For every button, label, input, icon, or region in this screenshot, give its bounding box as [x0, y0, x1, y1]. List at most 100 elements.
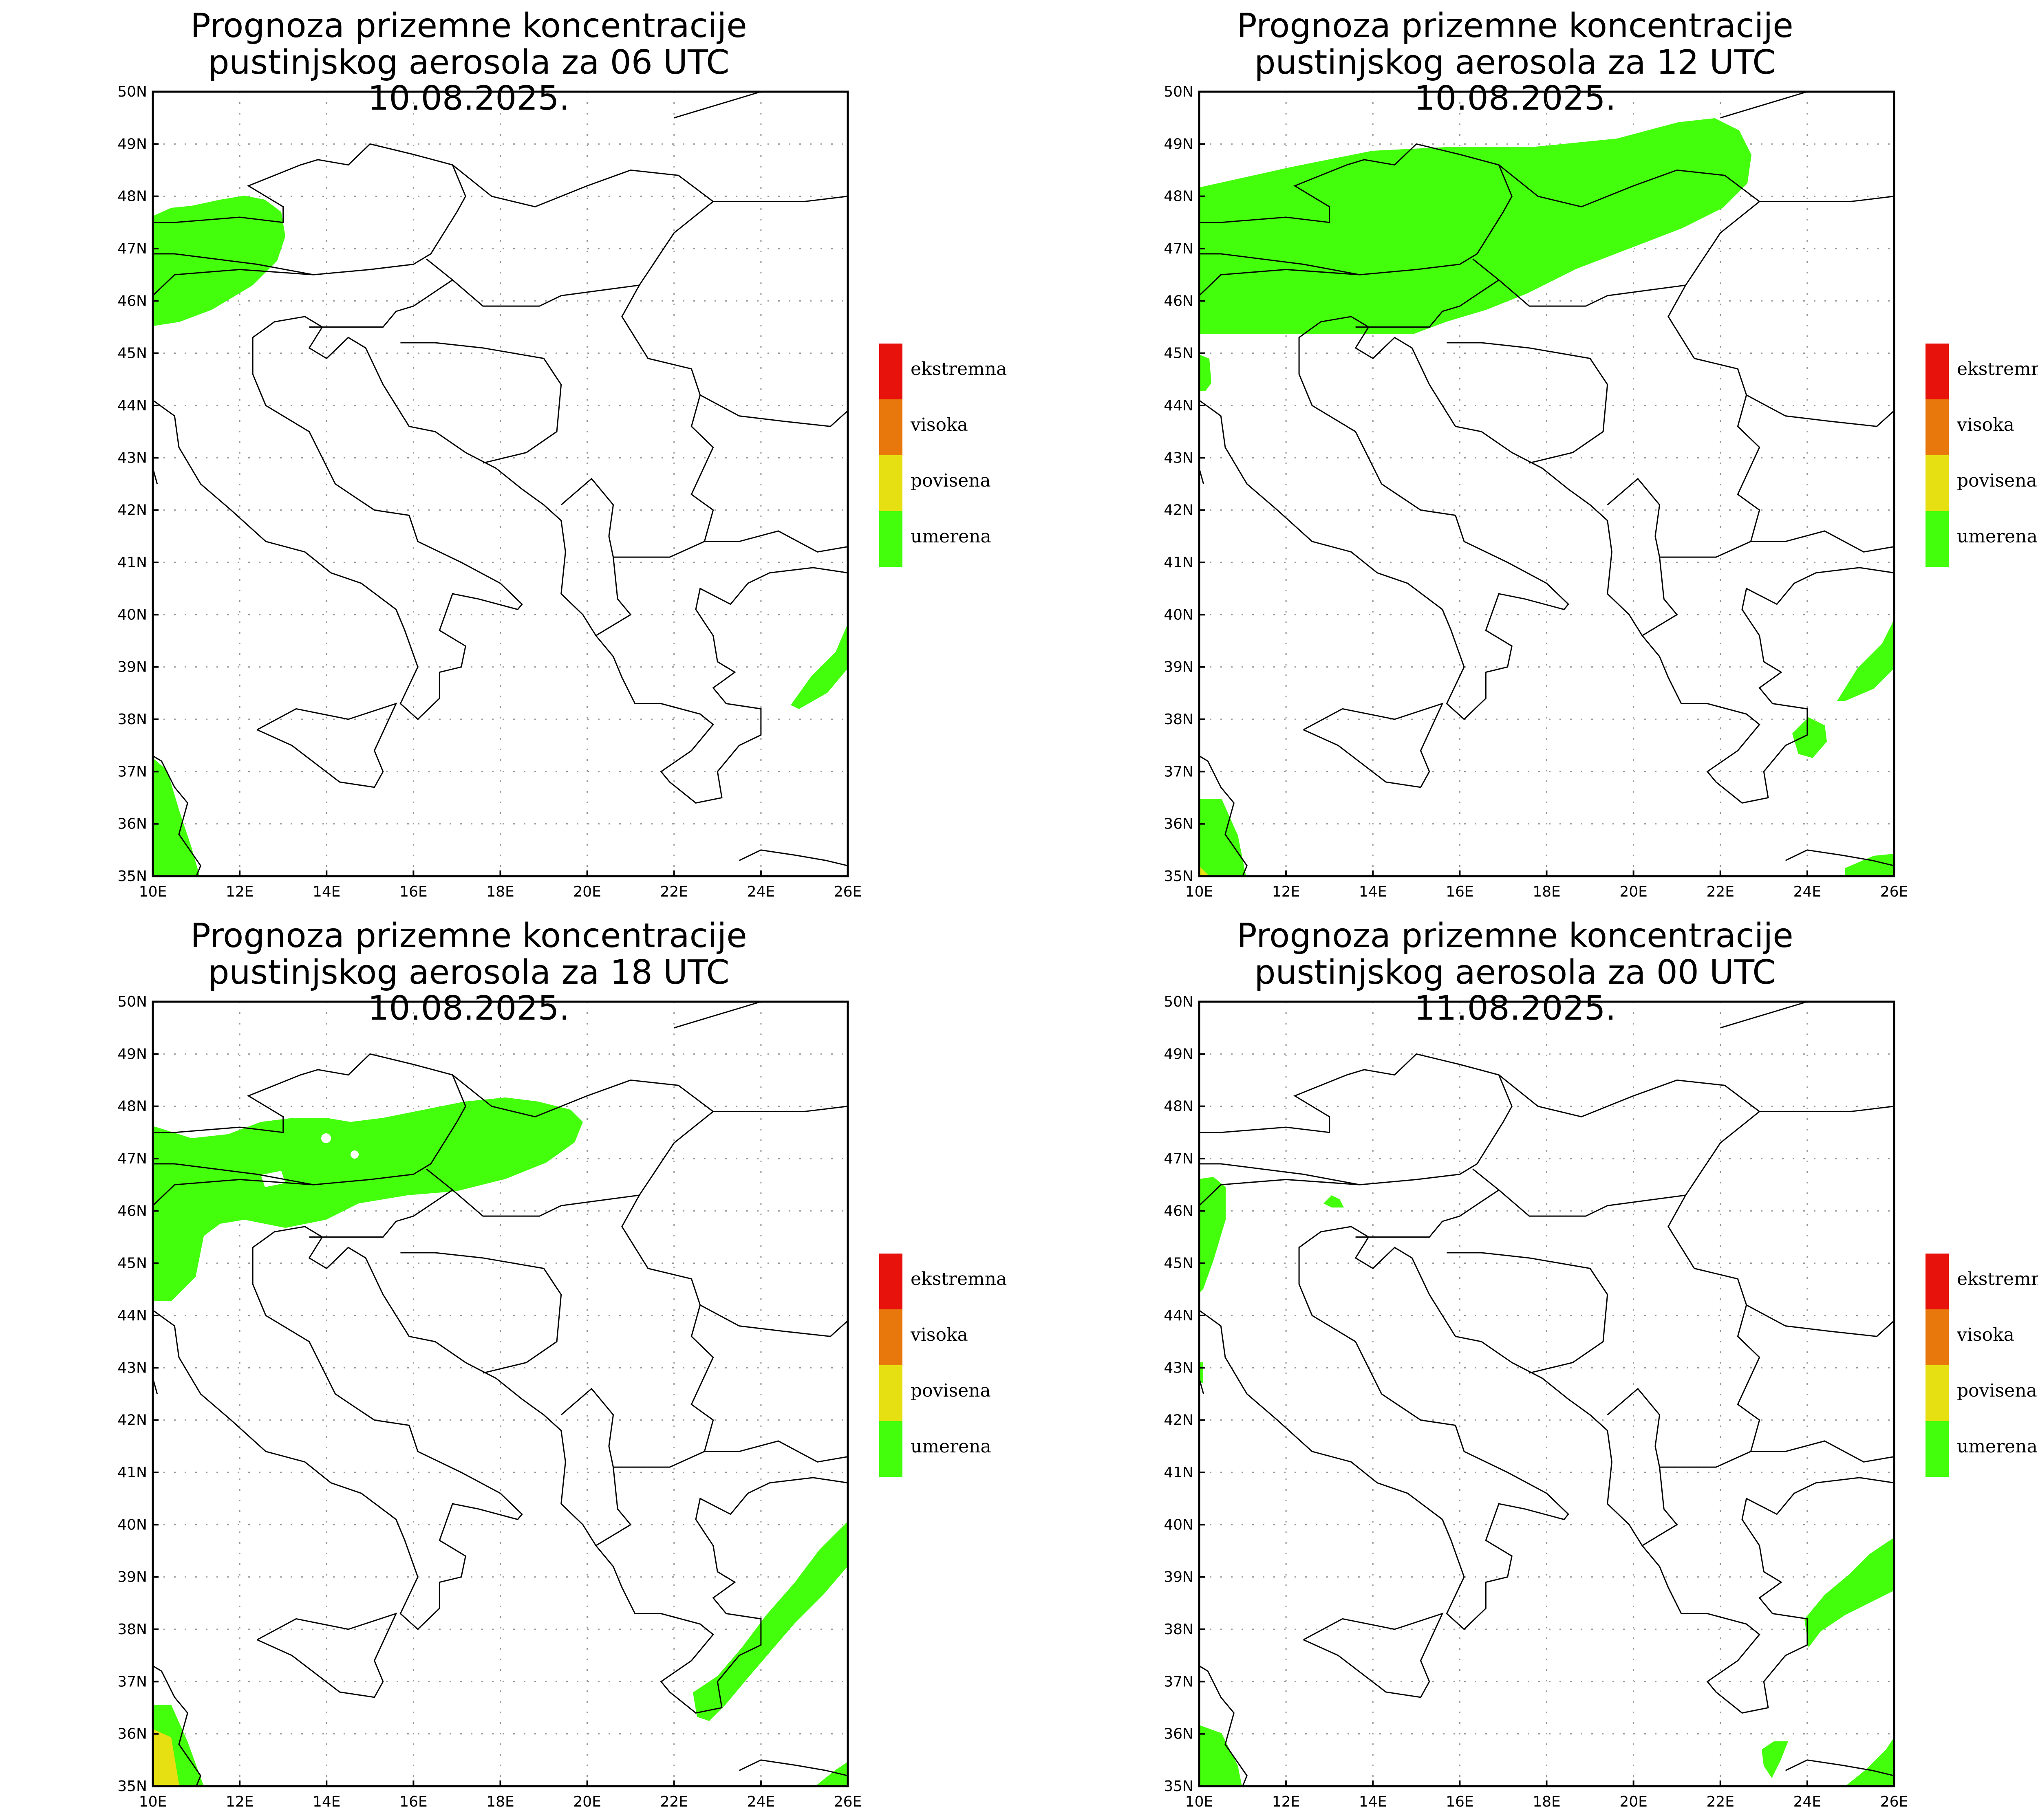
coastline-segment: [309, 1189, 453, 1238]
axis-labels: 50N 49N 48N 47N 46N 45N 44N 43N 42N 41N 40N 39N 38N 3…: [117, 994, 862, 1810]
legend-label: visoka: [1956, 1324, 2014, 1345]
lat-tick-label: 50N: [117, 84, 147, 100]
legend-label: ekstremna: [1957, 1269, 2038, 1289]
map-frame: 50N 49N 48N 47N 46N 45N 44N 43N 42N 41N 40N 39N 38N 3…: [1164, 84, 2038, 900]
lat-tick-label: 44N: [1164, 397, 1193, 414]
coastline-segment: [153, 143, 466, 275]
dust-areas: [1199, 118, 1894, 876]
coastline-segment: [1607, 1195, 1760, 1468]
dust-area-ionian: [1762, 1741, 1788, 1778]
legend-swatch: [1926, 399, 1949, 455]
lat-tick-label: 35N: [1164, 1778, 1193, 1795]
legend-swatch: [879, 1309, 902, 1365]
legend-label: ekstremna: [1957, 359, 2038, 379]
lat-tick-label: 47N: [117, 240, 147, 257]
dust-area-tunisia-elevated: [1199, 866, 1209, 876]
lon-tick-label: 26E: [1880, 1794, 1908, 1810]
lat-tick-label: 45N: [117, 345, 147, 362]
legend-swatch: [1926, 344, 1949, 399]
legend-swatch: [879, 455, 902, 511]
map-border: [1198, 1000, 1895, 1787]
lat-tick-label: 41N: [117, 1464, 147, 1481]
legend-swatch: [1926, 1365, 1949, 1421]
lon-tick-label: 16E: [399, 1794, 428, 1810]
dust-area-aegean: [1804, 1538, 1894, 1648]
lat-tick-label: 45N: [1164, 1255, 1193, 1272]
coastline-segment: [1759, 196, 1895, 202]
coastline-segment: [152, 1179, 314, 1206]
dust-area-aegean: [1837, 619, 1894, 701]
lat-tick-label: 47N: [117, 1150, 147, 1167]
coastline-segment: [1447, 342, 1608, 464]
coastline-segment: [1785, 1759, 1895, 1776]
lat-tick-label: 38N: [117, 711, 147, 728]
lat-tick-label: 50N: [1164, 994, 1193, 1010]
lon-tick-label: 20E: [1619, 1794, 1648, 1810]
lon-tick-label: 24E: [747, 1794, 775, 1810]
lat-tick-label: 43N: [1164, 449, 1193, 466]
lat-tick-label: 41N: [1164, 554, 1193, 571]
dust-areas: [153, 1097, 848, 1786]
coastline-segment: [1355, 1189, 1500, 1238]
legend-label: umerena: [1957, 1436, 2038, 1457]
lat-tick-label: 50N: [1164, 84, 1193, 100]
lat-tick-label: 45N: [117, 1255, 147, 1272]
lat-tick-label: 38N: [1164, 1621, 1193, 1638]
coastline-segment: [257, 1612, 397, 1698]
dust-area-aegean-band: [693, 1521, 848, 1721]
lon-tick-label: 12E: [1272, 1794, 1300, 1810]
legend-swatch: [1926, 1421, 1949, 1477]
lon-tick-label: 14E: [1359, 1794, 1387, 1810]
dust-hole-1: [321, 1133, 331, 1143]
coastline-segment: [674, 91, 761, 119]
lat-tick-label: 42N: [117, 502, 147, 519]
coastline-segment: [400, 1252, 562, 1374]
coastline-segment: [1355, 279, 1500, 328]
lon-tick-label: 10E: [139, 884, 167, 900]
legend-label: visoka: [910, 414, 968, 435]
title-line-2: pustinjskog aerosola za 00 UTC 11.08.202…: [1254, 953, 1776, 1028]
lon-tick-label: 18E: [486, 884, 514, 900]
legend-label: ekstremna: [911, 1269, 1007, 1289]
legend-swatch: [879, 511, 902, 567]
lat-tick-label: 42N: [1164, 502, 1193, 519]
dust-area-tunisia: [1199, 1725, 1242, 1786]
legend-swatch: [879, 1421, 902, 1477]
lon-tick-label: 24E: [1793, 884, 1822, 900]
lat-tick-label: 37N: [1164, 763, 1193, 780]
lon-tick-label: 16E: [1446, 1794, 1474, 1810]
lon-tick-label: 14E: [313, 884, 341, 900]
lat-tick-label: 48N: [117, 188, 147, 205]
gridlines: [1198, 1001, 1895, 1787]
legend-label: umerena: [911, 1436, 991, 1457]
coastline-segment: [152, 1665, 201, 1787]
legend-label: ekstremna: [911, 359, 1007, 379]
dust-area-crete-east: [1845, 1737, 1894, 1786]
lat-tick-label: 44N: [117, 1307, 147, 1324]
coastline-segment: [713, 1106, 848, 1112]
lat-tick-label: 44N: [1164, 1307, 1193, 1324]
lat-tick-label: 46N: [117, 1203, 147, 1219]
lat-tick-label: 40N: [1164, 1516, 1193, 1533]
coastline-segment: [1199, 316, 1895, 804]
coastline-segment: [152, 269, 314, 296]
lon-tick-label: 10E: [1185, 1794, 1213, 1810]
lon-tick-label: 14E: [313, 1794, 341, 1810]
lat-tick-label: 36N: [1164, 1726, 1193, 1743]
title-line-1: Prognoza prizemne koncentracije: [190, 917, 747, 955]
coastline-segment: [1199, 1226, 1895, 1714]
map-frame: 50N 49N 48N 47N 46N 45N 44N 43N 42N 41N 40N 39N 38N 3…: [117, 994, 1007, 1810]
lon-tick-label: 10E: [1185, 884, 1213, 900]
dust-area-central-europe: [1199, 118, 1751, 334]
lat-tick-label: 48N: [1164, 188, 1193, 205]
axis-labels: 50N 49N 48N 47N 46N 45N 44N 43N 42N 41N 40N 39N 38N 3…: [1164, 84, 1908, 900]
map-panel-00utc: Prognoza prizemne koncentracije pustinjs…: [1046, 910, 2038, 1820]
coastline-segment: [596, 1467, 632, 1546]
dust-hole-2: [351, 1150, 359, 1159]
legend-label: povisena: [911, 470, 991, 491]
lon-tick-label: 20E: [1619, 884, 1648, 900]
lat-tick-label: 42N: [1164, 1412, 1193, 1429]
coastline-segment: [1759, 1106, 1895, 1112]
coastline-segment: [1303, 1612, 1444, 1698]
legend-label: visoka: [910, 1324, 968, 1345]
